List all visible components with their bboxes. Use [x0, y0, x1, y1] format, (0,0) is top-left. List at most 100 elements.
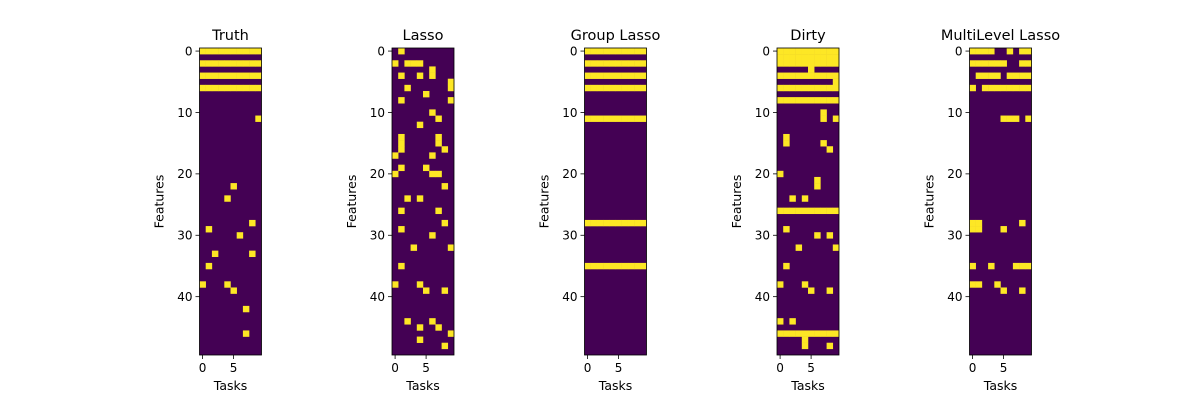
heatmap-cell	[994, 72, 1001, 79]
heatmap-cell	[603, 48, 610, 55]
heatmap-cell	[1012, 115, 1020, 122]
heatmap-cell	[777, 60, 784, 67]
heatmap-cell	[429, 170, 436, 178]
heatmap-cell	[808, 97, 815, 104]
heatmap-cell	[820, 97, 827, 104]
heatmap-cell	[1000, 226, 1007, 233]
heatmap-cell	[820, 60, 827, 67]
heatmap-cell	[224, 72, 231, 79]
heatmap-cell	[398, 262, 405, 270]
heatmap-cell	[627, 84, 635, 92]
heatmap-cell	[801, 60, 809, 67]
heatmap-cell	[603, 219, 610, 227]
heatmap-cell	[801, 336, 809, 343]
heatmap-cell	[447, 84, 455, 92]
heatmap-cell	[801, 97, 809, 104]
heatmap-cell	[590, 72, 598, 79]
heatmap-cell	[609, 219, 616, 227]
heatmap-cell	[590, 115, 598, 122]
heatmap-cell	[994, 281, 1001, 288]
heatmap-cell	[1025, 262, 1032, 270]
heatmap-cell	[1012, 262, 1020, 270]
heatmap-cell	[832, 60, 840, 67]
axes-frame	[776, 47, 840, 356]
heatmap-cell	[242, 60, 250, 67]
heatmap-cell	[398, 72, 405, 79]
heatmap-cell	[640, 115, 647, 122]
x-tick-label: 0	[391, 361, 399, 375]
heatmap-cell	[609, 60, 616, 67]
heatmap-cell	[832, 48, 840, 55]
heatmap-cell	[808, 207, 815, 215]
heatmap-cell	[783, 97, 790, 104]
heatmap-cell	[814, 72, 821, 79]
y-tick-label: 40	[177, 290, 192, 304]
heatmap-cell	[975, 226, 983, 233]
heatmap-cell	[814, 54, 821, 61]
heatmap-cell	[242, 84, 250, 92]
y-tick-label: 10	[370, 106, 385, 120]
heatmap-cell	[634, 262, 641, 270]
heatmap-cell	[596, 219, 604, 227]
heatmap-cell	[783, 60, 790, 67]
heatmap-cell	[1025, 72, 1032, 79]
x-axis-label: Tasks	[405, 378, 440, 393]
heatmap-cell	[199, 281, 206, 288]
x-tick-label: 5	[615, 361, 623, 375]
heatmap-cell	[205, 60, 213, 67]
heatmap-cell	[205, 226, 213, 233]
heatmap-cell	[808, 66, 815, 73]
x-tick-label: 5	[422, 361, 430, 375]
heatmap-cell	[423, 164, 430, 172]
heatmap-cell	[416, 195, 424, 202]
heatmap-cell	[808, 84, 815, 92]
heatmap-cell	[789, 318, 796, 325]
heatmap-cell	[801, 195, 809, 202]
heatmap-background	[584, 48, 647, 355]
heatmap-cell	[590, 84, 598, 92]
heatmap-cell	[820, 48, 827, 55]
heatmap-cell	[447, 78, 455, 86]
chart-title: Lasso	[403, 28, 444, 44]
y-tick-label: 30	[947, 229, 962, 243]
heatmap-cell	[789, 207, 796, 215]
heatmap-background	[969, 48, 1032, 355]
heatmap-cell	[609, 48, 616, 55]
chart-title: Dirty	[790, 28, 826, 44]
heatmap-cell	[969, 219, 976, 227]
y-tick-label: 0	[762, 44, 770, 58]
heatmap-cell	[242, 330, 250, 337]
heatmap-cell	[218, 60, 225, 67]
y-tick-label: 10	[177, 106, 192, 120]
heatmap-cell	[1019, 48, 1026, 55]
heatmap-cell	[994, 84, 1001, 92]
axes-frame	[584, 47, 647, 356]
heatmap-cell	[627, 262, 635, 270]
heatmap-cell	[1006, 72, 1014, 79]
heatmap-cell	[808, 72, 815, 79]
x-tick-label: 0	[969, 361, 977, 375]
x-tick-label: 0	[584, 361, 592, 375]
heatmap-cell	[820, 207, 827, 215]
y-tick-label: 0	[185, 44, 193, 58]
heatmap-cell	[441, 342, 449, 350]
heatmap-cell	[242, 72, 250, 79]
heatmap-cell	[621, 262, 629, 270]
heatmap-cell	[435, 140, 442, 147]
heatmap-cell	[255, 115, 262, 122]
y-tick-label: 20	[370, 167, 385, 181]
heatmap-cell	[441, 183, 449, 190]
heatmap-cell	[814, 97, 821, 104]
heatmap-cell	[596, 262, 604, 270]
y-tick-label: 10	[947, 106, 962, 120]
x-tick-label: 5	[230, 361, 238, 375]
heatmap-cell	[447, 97, 455, 104]
heatmap-cell	[814, 84, 821, 92]
heatmap-cell	[826, 48, 834, 55]
heatmap-cell	[801, 84, 809, 92]
heatmap-cell	[392, 60, 399, 67]
heatmap-cell	[801, 207, 809, 215]
heatmap-cell	[634, 60, 641, 67]
heatmap-cell	[975, 281, 983, 288]
